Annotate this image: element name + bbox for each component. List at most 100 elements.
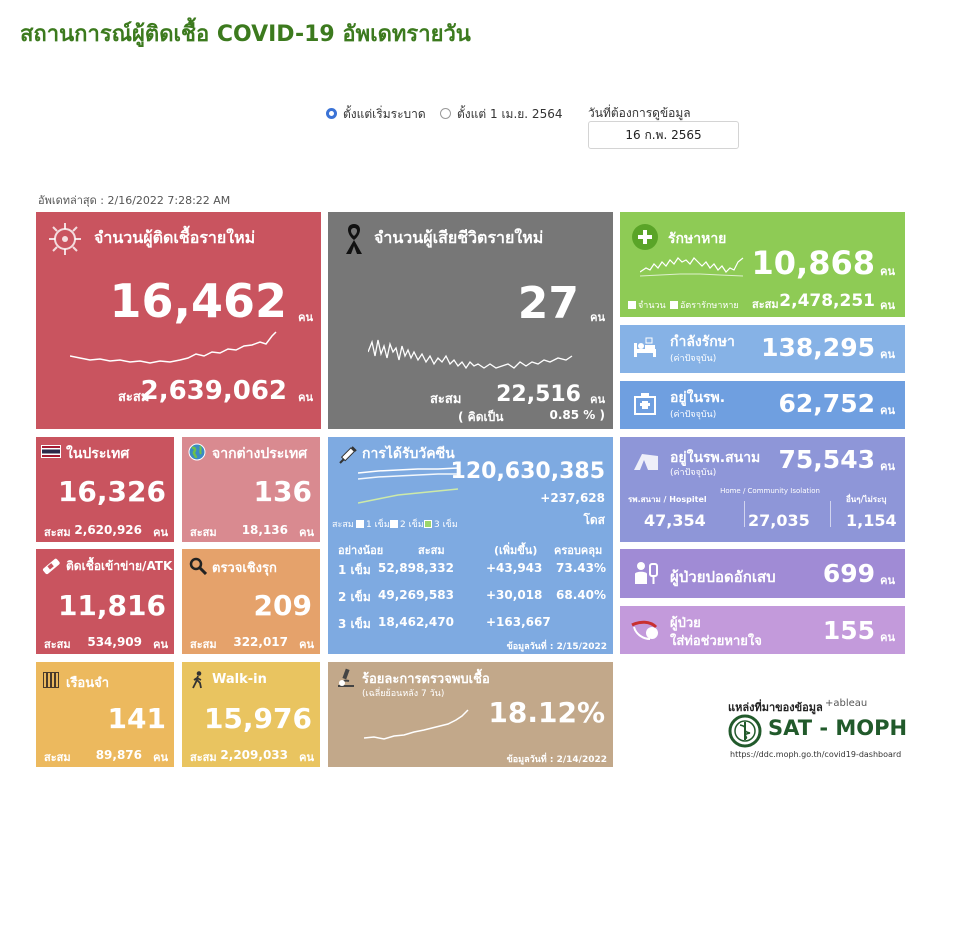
thai-flag-icon	[41, 445, 61, 458]
row-increase: +30,018	[486, 588, 543, 602]
vaccine-data-date: ข้อมูลวันที่ : 2/15/2022	[506, 642, 607, 652]
new-cases-accum: 2,639,062	[140, 376, 287, 406]
page-title: สถานการณ์ผู้ติดเชื้อ COVID-19 อัพเดทรายว…	[20, 22, 471, 47]
proactive-title: ตรวจเชิงรุก	[212, 561, 277, 576]
vaccine-increase: +237,628	[540, 491, 605, 505]
vaccine-total: 120,630,385	[450, 459, 605, 484]
abroad-title: จากต่างประเทศ	[212, 446, 308, 462]
deaths-title: จำนวนผู้เสียชีวิตรายใหม่	[374, 228, 544, 247]
new-cases-tile[interactable]: จำนวนผู้ติดเชื้อรายใหม่ 16,462 คน สะสม 2…	[36, 212, 321, 429]
hospital-value: 62,752	[778, 389, 875, 418]
dose-unit: โดส	[583, 513, 605, 527]
unit: คน	[880, 631, 895, 644]
atk-tile[interactable]: ติดเชื้อเข้าข่าย/ATK 11,816 สะสม 534,909…	[36, 549, 174, 654]
legend-square-icon	[424, 520, 432, 528]
unit: คน	[153, 751, 168, 764]
radio-selected-icon	[326, 108, 337, 119]
new-cases-value: 16,462	[109, 274, 287, 328]
prison-value: 141	[107, 702, 166, 735]
header-increase: (เพิ่มขึ้น)	[494, 544, 538, 557]
legend-1-dose: 1 เข็ม	[356, 517, 390, 531]
walkin-accum: 2,209,033	[220, 748, 288, 762]
other-label: อื่นๆ/ไม่ระบุ	[846, 495, 887, 504]
legend-1-dose-label: 1 เข็ม	[366, 520, 390, 530]
tableau-logo: +ableau	[825, 698, 868, 709]
field-hospital-tile[interactable]: อยู่ในรพ.สนาม (ค่าปัจจุบัน) 75,543 คน รพ…	[620, 437, 905, 542]
treating-value: 138,295	[761, 333, 875, 362]
row-accum: 18,462,470	[378, 615, 454, 629]
recovered-value: 10,868	[751, 244, 875, 282]
deaths-value: 27	[517, 278, 579, 329]
header-accum: สะสม	[418, 544, 445, 557]
bed-icon	[632, 335, 658, 361]
hospital-tile[interactable]: อยู่ในรพ. (ค่าปัจจุบัน) 62,752 คน	[620, 381, 905, 429]
abroad-tile[interactable]: จากต่างประเทศ 136 สะสม 18,136 คน	[182, 437, 320, 542]
treating-tile[interactable]: กำลังรักษา (ค่าปัจจุบัน) 138,295 คน	[620, 325, 905, 373]
row-dose: 2 เข็ม	[338, 590, 371, 604]
unit: คน	[153, 638, 168, 651]
source-url[interactable]: https://ddc.moph.go.th/covid19-dashboard	[730, 750, 902, 759]
divider	[830, 501, 831, 527]
positivity-trend-line	[364, 709, 469, 740]
recovered-tile[interactable]: รักษาหาย 10,868 คน จำนวน อัตรารักษาหาย ส…	[620, 212, 905, 317]
legend-rate-label: อัตรารักษาหาย	[680, 301, 739, 311]
legend-2-dose-label: 2 เข็ม	[400, 520, 424, 530]
pneumonia-tile[interactable]: ผู้ป่วยปอดอักเสบ 699 คน	[620, 549, 905, 598]
pneumonia-value: 699	[822, 559, 875, 588]
radio-since-april-2021[interactable]: ตั้งแต่ 1 เม.ย. 2564	[440, 105, 562, 124]
row-dose: 3 เข็ม	[338, 617, 371, 631]
row-coverage: 73.43%	[556, 561, 606, 575]
last-updated: อัพเดทล่าสุด : 2/16/2022 7:28:22 AM	[38, 194, 231, 207]
atk-accum: 534,909	[87, 635, 142, 649]
deaths-trend-line	[368, 339, 573, 370]
vaccine-tile[interactable]: การได้รับวัคซีน 120,630,385 +237,628 โดส…	[328, 437, 613, 654]
proactive-tile[interactable]: ตรวจเชิงรุก 209 สะสม 322,017 คน	[182, 549, 320, 654]
radio-unselected-icon	[440, 108, 451, 119]
unit: คน	[298, 311, 313, 324]
sat-moph-logo: SAT - MOPH	[768, 716, 908, 740]
prison-accum: 89,876	[95, 748, 142, 762]
walkin-title: Walk-in	[212, 672, 267, 687]
radio-since-outbreak[interactable]: ตั้งแต่เริ่มระบาด	[326, 105, 426, 124]
ventilator-tile[interactable]: ผู้ป่วย ใส่ท่อช่วยหายใจ 155 คน	[620, 606, 905, 654]
proactive-value: 209	[253, 589, 312, 622]
walkin-tile[interactable]: Walk-in 15,976 สะสม 2,209,033 คน	[182, 662, 320, 767]
row-coverage: 68.40%	[556, 588, 606, 602]
prison-tile[interactable]: เรือนจำ 141 สะสม 89,876 คน	[36, 662, 174, 767]
source-title: แหล่งที่มาของข้อมูล	[728, 701, 823, 714]
patient-icon	[632, 559, 660, 587]
legend-3-dose-label: 3 เข็ม	[434, 520, 458, 530]
row-increase: +163,667	[486, 615, 551, 629]
new-cases-trend-line	[70, 331, 277, 364]
deaths-tile[interactable]: จำนวนผู้เสียชีวิตรายใหม่ 27 คน สะสม 22,5…	[328, 212, 613, 429]
ventilator-value: 155	[822, 616, 875, 645]
unit: คน	[880, 265, 895, 278]
treating-sub: (ค่าปัจจุบัน)	[670, 354, 717, 364]
date-input[interactable]: 16 ก.พ. 2565	[588, 121, 739, 149]
legend-square-icon	[356, 520, 364, 528]
domestic-tile[interactable]: ในประเทศ 16,326 สะสม 2,620,926 คน	[36, 437, 174, 542]
unit: คน	[590, 393, 605, 406]
accum-label: สะสม	[752, 298, 779, 311]
accum-label: สะสม	[118, 390, 150, 405]
legend-count-label: จำนวน	[638, 301, 666, 311]
pneumonia-title: ผู้ป่วยปอดอักเสบ	[670, 568, 776, 586]
prison-bars-icon	[42, 671, 60, 689]
abroad-accum: 18,136	[241, 523, 288, 537]
legend-count: จำนวน	[628, 298, 666, 312]
vaccine-trend-lines	[358, 467, 458, 504]
abroad-value: 136	[253, 475, 312, 508]
microscope-icon	[334, 667, 358, 689]
recovered-trend-line	[640, 257, 744, 277]
home-isolation-value: 27,035	[748, 511, 810, 530]
row-dose: 1 เข็ม	[338, 563, 371, 577]
unit: คน	[299, 526, 314, 539]
black-ribbon-icon	[342, 222, 366, 256]
unit: คน	[298, 391, 313, 404]
domestic-title: ในประเทศ	[66, 446, 130, 462]
death-rate-label: ( คิดเป็น	[458, 410, 504, 424]
death-rate-value: 0.85 % )	[549, 408, 605, 422]
ventilator-title-1: ผู้ป่วย	[670, 616, 701, 631]
home-isolation-label: Home / Community Isolation	[720, 487, 820, 495]
positivity-tile[interactable]: ร้อยละการตรวจพบเชื้อ (เฉลี่ยย้อนหลัง 7 ว…	[328, 662, 613, 767]
